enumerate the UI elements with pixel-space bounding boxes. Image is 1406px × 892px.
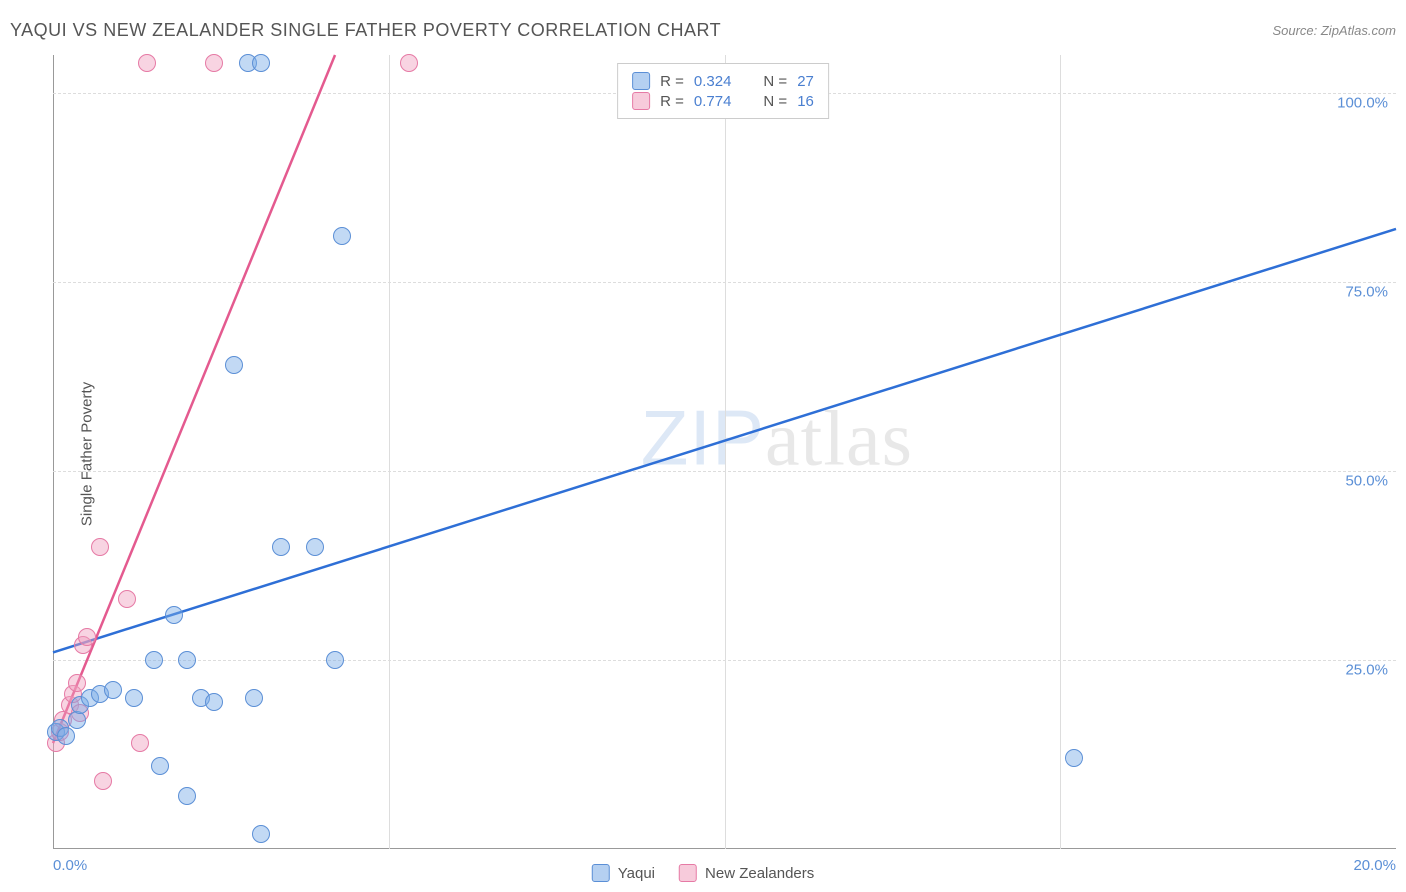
chart-area: Single Father Poverty ZIPatlas 25.0%50.0…	[50, 55, 1396, 852]
scatter-point	[272, 538, 290, 556]
legend-swatch-icon	[632, 92, 650, 110]
scatter-point	[91, 538, 109, 556]
scatter-point	[178, 651, 196, 669]
scatter-point	[225, 356, 243, 374]
x-tick-label: 0.0%	[53, 857, 87, 874]
scatter-point	[1065, 749, 1083, 767]
scatter-point	[104, 681, 122, 699]
legend-swatch-icon	[632, 72, 650, 90]
scatter-plot: ZIPatlas 25.0%50.0%75.0%100.0%0.0%20.0%	[50, 55, 1396, 852]
legend-label-series1: Yaqui	[618, 865, 655, 882]
scatter-point	[145, 651, 163, 669]
r-label: R =	[660, 73, 684, 90]
scatter-point	[94, 772, 112, 790]
scatter-point	[205, 693, 223, 711]
scatter-point	[252, 54, 270, 72]
scatter-point	[131, 734, 149, 752]
legend-label-series2: New Zealanders	[705, 865, 814, 882]
stats-row-series1: R = 0.324 N = 27	[632, 72, 814, 90]
scatter-point	[118, 590, 136, 608]
scatter-point	[138, 54, 156, 72]
scatter-point	[151, 757, 169, 775]
r-value-series2: 0.774	[694, 93, 732, 110]
scatter-point	[57, 727, 75, 745]
chart-header: YAQUI VS NEW ZEALANDER SINGLE FATHER POV…	[10, 20, 1396, 41]
scatter-point	[333, 227, 351, 245]
trend-lines	[50, 55, 1396, 852]
legend-item-series1: Yaqui	[592, 864, 655, 882]
n-value-series2: 16	[797, 93, 814, 110]
n-label: N =	[763, 73, 787, 90]
legend-swatch-icon	[679, 864, 697, 882]
scatter-point	[245, 689, 263, 707]
x-tick-label: 20.0%	[1353, 857, 1396, 874]
scatter-point	[68, 711, 86, 729]
r-value-series1: 0.324	[694, 73, 732, 90]
stats-row-series2: R = 0.774 N = 16	[632, 92, 814, 110]
source-attribution: Source: ZipAtlas.com	[1272, 23, 1396, 38]
n-label: N =	[763, 93, 787, 110]
n-value-series1: 27	[797, 73, 814, 90]
scatter-point	[78, 628, 96, 646]
scatter-point	[326, 651, 344, 669]
scatter-point	[205, 54, 223, 72]
scatter-point	[178, 787, 196, 805]
legend-item-series2: New Zealanders	[679, 864, 814, 882]
scatter-point	[125, 689, 143, 707]
bottom-legend: Yaqui New Zealanders	[592, 864, 814, 882]
chart-title: YAQUI VS NEW ZEALANDER SINGLE FATHER POV…	[10, 20, 721, 41]
scatter-point	[306, 538, 324, 556]
scatter-point	[68, 674, 86, 692]
correlation-stats-box: R = 0.324 N = 27 R = 0.774 N = 16	[617, 63, 829, 119]
scatter-point	[165, 606, 183, 624]
r-label: R =	[660, 93, 684, 110]
legend-swatch-icon	[592, 864, 610, 882]
scatter-point	[252, 825, 270, 843]
scatter-point	[400, 54, 418, 72]
